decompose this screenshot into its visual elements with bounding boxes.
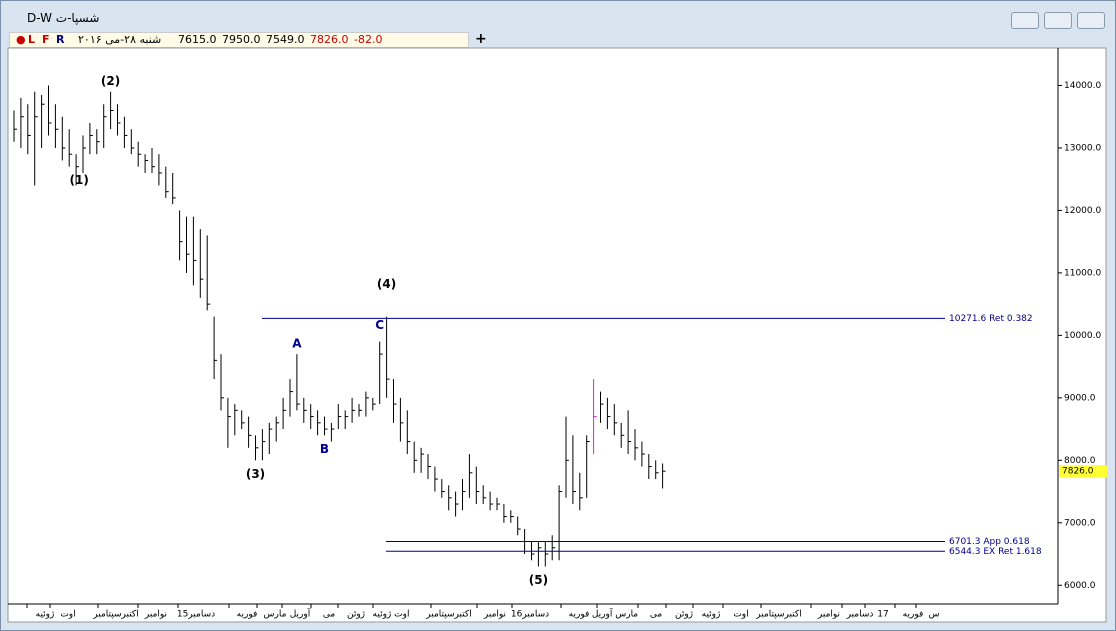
dot: ● xyxy=(16,33,26,46)
y-tick-label: 9000.0 xyxy=(1064,393,1096,403)
x-tick-label: 17 xyxy=(877,610,888,620)
wave-label: (5) xyxy=(529,573,548,587)
x-tick-label: اوت ژوئیه xyxy=(373,610,410,620)
level-label: 6544.3 EX Ret 1.618 xyxy=(949,547,1042,557)
title-bar: شسپا-ت D-W xyxy=(1,1,1115,31)
last-price-label: 7826.0 xyxy=(1062,467,1094,477)
y-tick-label: 11000.0 xyxy=(1064,268,1101,278)
wave-label: C xyxy=(375,318,384,332)
wave-label: B xyxy=(320,442,329,456)
window-title: شسپا-ت D-W xyxy=(27,11,100,25)
y-tick-label: 12000.0 xyxy=(1064,206,1101,216)
x-tick-label: اوت xyxy=(733,610,748,620)
wave-label: A xyxy=(292,337,302,351)
x-tick-label: فوریه xyxy=(569,610,590,620)
x-tick-label: مارس آوریل xyxy=(592,608,638,620)
x-tick-label: نوامبر xyxy=(144,610,167,620)
level-label: 6701.3 App 0.618 xyxy=(949,537,1030,547)
x-tick-label: فوریه xyxy=(903,610,924,620)
crosshair-button[interactable]: + xyxy=(475,31,487,47)
x-tick-label: اوت xyxy=(60,610,75,620)
level-label: 10271.6 Ret 0.382 xyxy=(949,314,1033,324)
x-tick-label: دسامبر xyxy=(846,610,874,620)
flag[interactable]: R xyxy=(56,33,65,46)
wave-label: (1) xyxy=(70,173,89,187)
x-tick-label: نوامبر xyxy=(483,610,506,620)
chart-area xyxy=(7,47,1107,623)
y-tick-label: 13000.0 xyxy=(1064,143,1101,153)
x-tick-label: س xyxy=(929,610,940,620)
date: شنبه ۲۸-می ۲۰۱۶ xyxy=(78,33,162,46)
x-tick-label: می xyxy=(323,610,336,620)
high: 7950.0 xyxy=(222,33,261,46)
x-tick-label: ژوئیه xyxy=(702,610,721,620)
last-price-box xyxy=(1059,465,1107,478)
x-tick-label: دسامبر16 xyxy=(511,610,549,620)
x-tick-label: ژوئیه xyxy=(36,610,55,620)
x-tick-label: اکتبرسپتامبر xyxy=(425,610,471,620)
x-tick-label: می xyxy=(650,610,663,620)
close: 7826.0 xyxy=(310,33,349,46)
change: -82.0 xyxy=(354,33,383,46)
y-tick-label: 14000.0 xyxy=(1064,81,1101,91)
wave-label: (2) xyxy=(101,74,120,88)
open: 7615.0 xyxy=(178,33,217,46)
x-tick-label: مارس xyxy=(264,610,287,620)
x-tick-label: اکتبرسپتامبر xyxy=(92,610,138,620)
y-tick-label: 10000.0 xyxy=(1064,331,1101,341)
flag[interactable]: L xyxy=(28,33,36,46)
x-tick-label: ژوئن xyxy=(347,610,365,620)
y-tick-label: 7000.0 xyxy=(1064,518,1096,528)
wave-label: (3) xyxy=(246,467,265,481)
x-tick-label: نوامبر xyxy=(817,610,840,620)
x-tick-label: دسامبر15 xyxy=(177,610,215,620)
info-bar: ● L F R شنبه ۲۸-می ۲۰۱۶ 7615.0 7950.0 75… xyxy=(9,32,469,48)
flag[interactable]: F xyxy=(42,33,50,46)
x-tick-label: فوریه xyxy=(237,610,258,620)
x-tick-label: آوریل xyxy=(290,608,311,620)
low: 7549.0 xyxy=(266,33,305,46)
x-tick-label: اکتبرسپتامبر xyxy=(755,610,801,620)
x-tick-label: ژوئن xyxy=(675,610,693,620)
minimize-button[interactable] xyxy=(1011,12,1039,29)
maximize-button[interactable] xyxy=(1044,12,1072,29)
y-tick-label: 6000.0 xyxy=(1064,581,1096,591)
close-button[interactable] xyxy=(1077,12,1105,29)
y-tick-label: 8000.0 xyxy=(1064,456,1096,466)
wave-label: (4) xyxy=(377,277,396,291)
